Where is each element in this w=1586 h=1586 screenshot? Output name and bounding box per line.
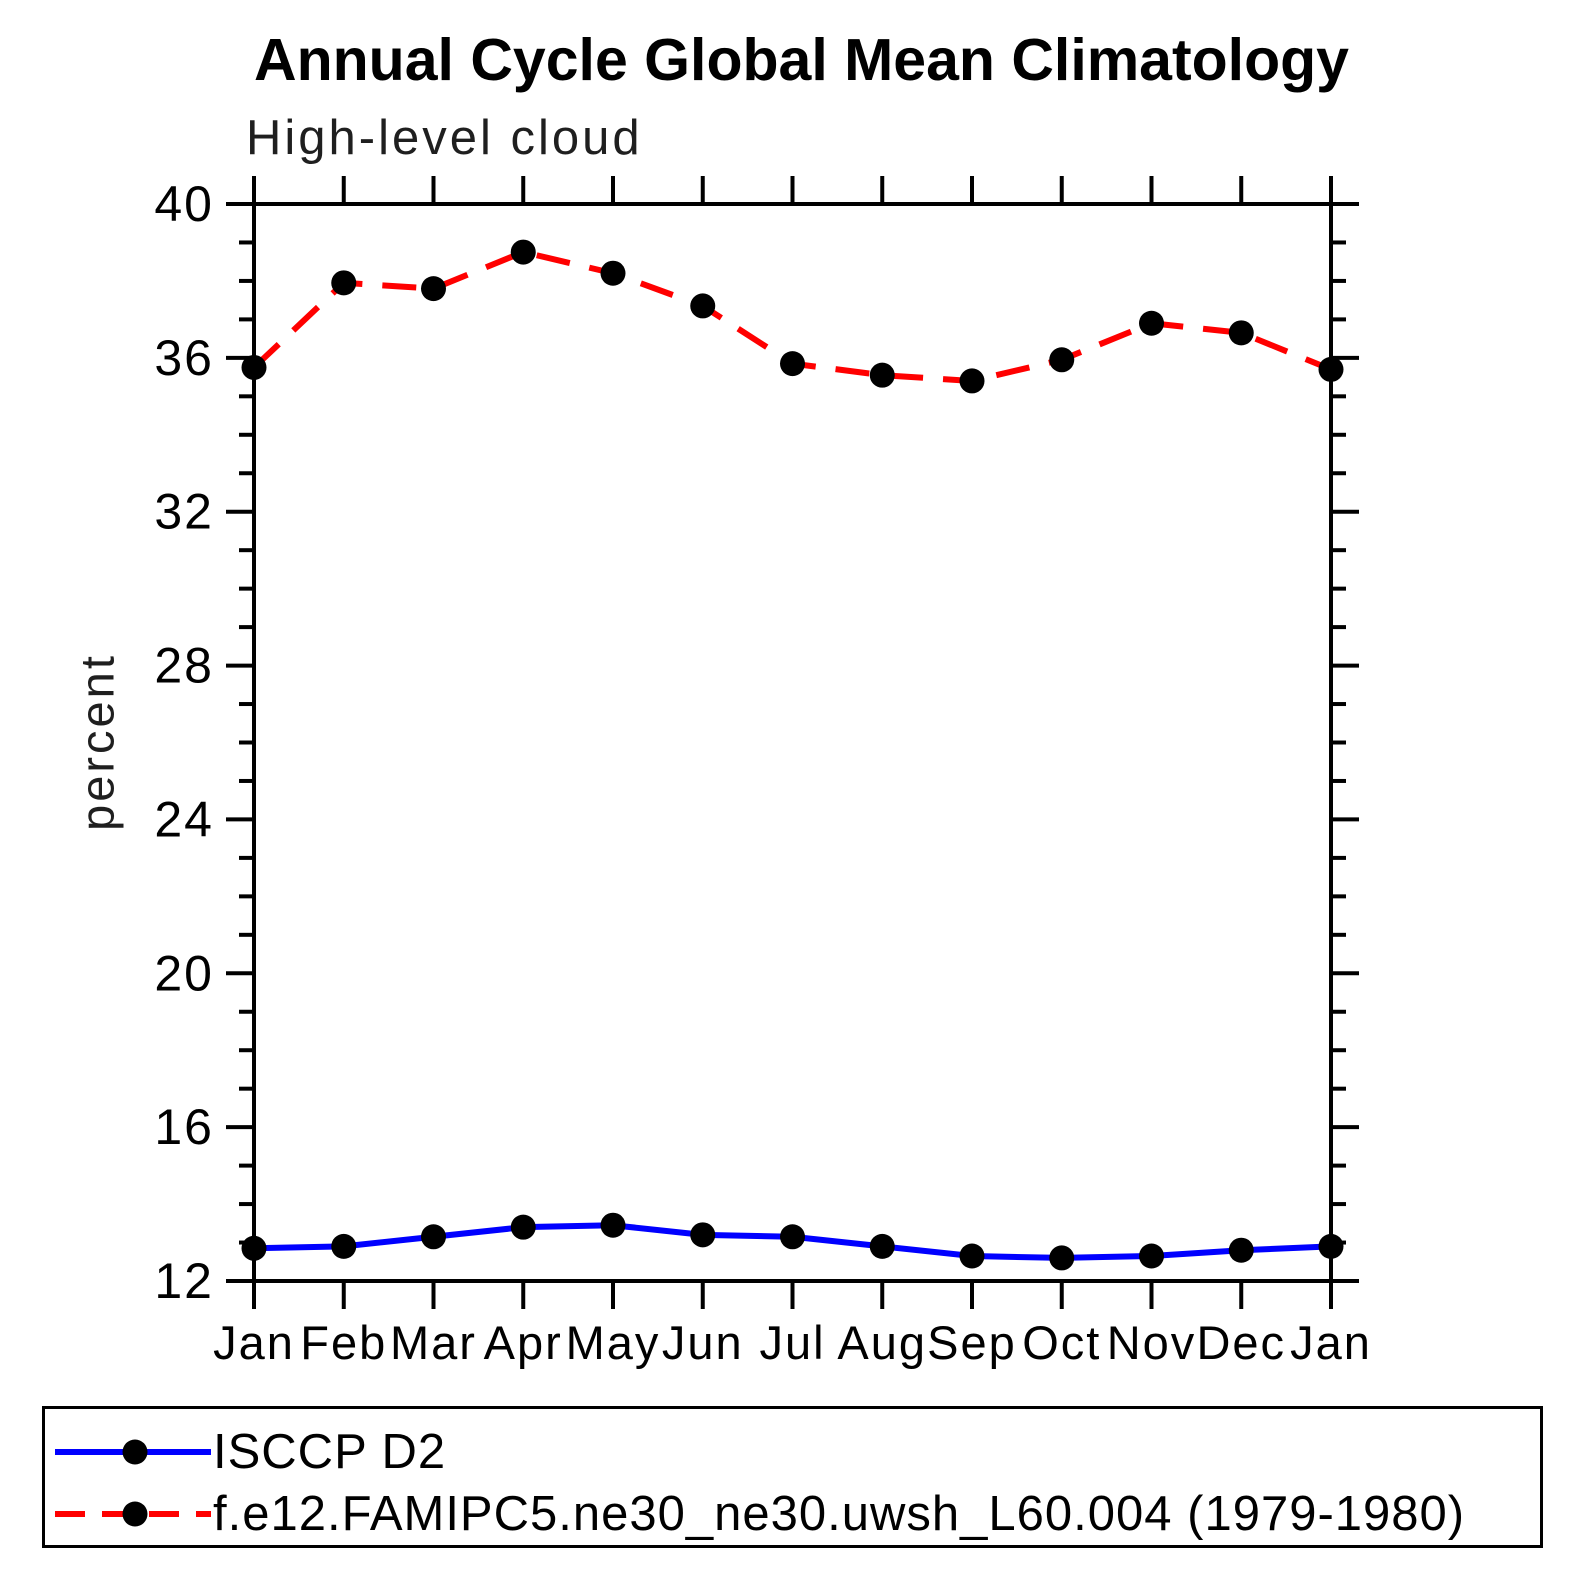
data-point-marker bbox=[1139, 310, 1164, 336]
legend-marker-dot bbox=[122, 1439, 148, 1465]
y-tick-label: 20 bbox=[154, 945, 214, 1001]
data-point-marker bbox=[421, 1224, 446, 1250]
data-point-marker bbox=[331, 1233, 357, 1259]
x-tick-label: Sep bbox=[927, 1316, 1017, 1369]
x-tick-label: May bbox=[566, 1316, 661, 1369]
x-tick-label: Jan bbox=[1290, 1316, 1372, 1369]
legend-swatch-dashed-line bbox=[55, 1501, 211, 1527]
data-point-marker bbox=[1049, 347, 1075, 373]
data-point-marker bbox=[1139, 1243, 1164, 1269]
y-tick-label: 36 bbox=[154, 330, 214, 386]
data-point-marker bbox=[1318, 356, 1344, 382]
data-point-marker bbox=[869, 1233, 895, 1259]
x-tick-label: Jun bbox=[662, 1316, 744, 1369]
legend-marker-dot bbox=[122, 1501, 148, 1527]
x-tick-label: Feb bbox=[300, 1316, 387, 1369]
data-point-marker bbox=[869, 362, 895, 388]
data-point-marker bbox=[1228, 1237, 1254, 1263]
data-point-marker bbox=[959, 1243, 985, 1269]
data-point-marker bbox=[600, 260, 626, 286]
legend-box: ISCCP D2 f.e12.FAMIPC5.ne30_ne30.uwsh_L6… bbox=[42, 1406, 1543, 1548]
x-tick-label: Jan bbox=[213, 1316, 295, 1369]
data-point-marker bbox=[241, 1235, 267, 1261]
data-point-marker bbox=[600, 1212, 626, 1238]
data-point-marker bbox=[331, 270, 357, 296]
data-point-marker bbox=[421, 276, 446, 302]
data-point-marker bbox=[690, 293, 716, 319]
data-point-marker bbox=[959, 368, 985, 394]
data-point-marker bbox=[1049, 1245, 1075, 1271]
legend-label-model: f.e12.FAMIPC5.ne30_ne30.uwsh_L60.004 (19… bbox=[213, 1487, 1466, 1541]
legend-swatch-solid-line bbox=[55, 1439, 211, 1465]
x-tick-label: Dec bbox=[1196, 1316, 1286, 1369]
x-tick-label: Aug bbox=[837, 1316, 927, 1369]
data-point-marker bbox=[1318, 1233, 1344, 1259]
y-tick-label: 24 bbox=[154, 791, 214, 847]
y-tick-label: 12 bbox=[154, 1253, 214, 1309]
x-tick-label: Nov bbox=[1107, 1316, 1197, 1369]
x-tick-label: Oct bbox=[1022, 1316, 1101, 1369]
data-point-marker bbox=[780, 351, 805, 377]
data-point-marker bbox=[510, 239, 536, 265]
data-point-marker bbox=[780, 1224, 805, 1250]
data-point-marker bbox=[510, 1214, 536, 1240]
data-point-marker bbox=[690, 1222, 716, 1248]
x-tick-label: Mar bbox=[390, 1316, 477, 1369]
legend-label-isccp-d2: ISCCP D2 bbox=[213, 1425, 447, 1479]
y-tick-label: 28 bbox=[154, 638, 214, 694]
legend-item-isccp-d2: ISCCP D2 bbox=[51, 1423, 446, 1481]
legend-item-model: f.e12.FAMIPC5.ne30_ne30.uwsh_L60.004 (19… bbox=[51, 1485, 1465, 1543]
y-tick-label: 16 bbox=[154, 1099, 214, 1155]
chart-title: Annual Cycle Global Mean Climatology bbox=[254, 27, 1349, 93]
y-tick-label: 32 bbox=[154, 484, 214, 540]
data-point-marker bbox=[241, 354, 267, 380]
chart-subtitle: High-level cloud bbox=[246, 111, 643, 165]
data-point-marker bbox=[1228, 320, 1254, 346]
y-tick-label: 40 bbox=[154, 176, 214, 232]
x-tick-label: Jul bbox=[759, 1316, 825, 1369]
x-tick-label: Apr bbox=[484, 1316, 563, 1369]
